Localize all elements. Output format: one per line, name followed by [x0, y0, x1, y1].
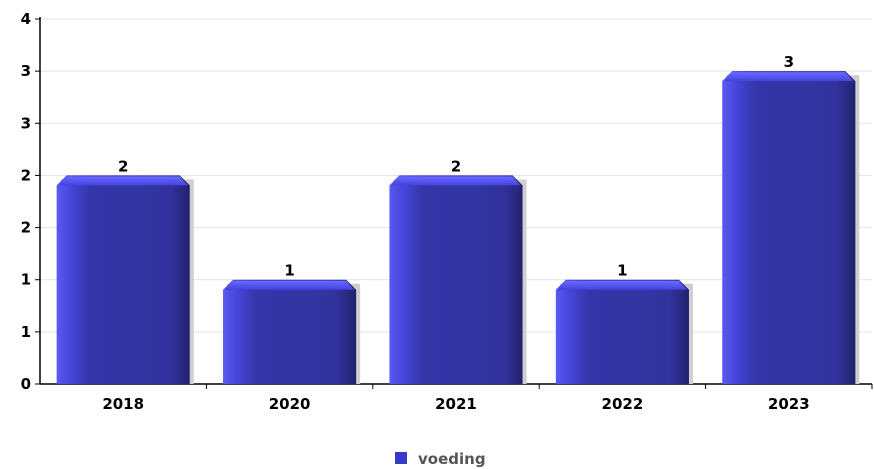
- y-tick-label: 1: [21, 323, 31, 341]
- data-label: 2: [118, 157, 128, 175]
- bar-cap: [724, 72, 854, 82]
- bar: [555, 279, 693, 384]
- x-tick-label: 2020: [269, 395, 311, 413]
- y-tick-label: 3: [21, 62, 31, 80]
- data-label: 1: [284, 262, 294, 280]
- bar-cap: [58, 176, 188, 186]
- bar-cap: [225, 280, 355, 290]
- data-label: 2: [451, 157, 461, 175]
- legend-label: voeding: [418, 450, 486, 468]
- x-tick-label: 2018: [102, 395, 144, 413]
- y-tick-label: 1: [21, 271, 31, 289]
- y-tick-label: 3: [21, 114, 31, 132]
- bar: [389, 175, 527, 384]
- bar: [722, 71, 860, 385]
- bars: [56, 71, 860, 385]
- legend-swatch: [395, 452, 407, 464]
- y-tick-label: 4: [21, 10, 31, 28]
- bar-body: [555, 279, 689, 384]
- y-tick-label: 0: [21, 375, 31, 393]
- bar-body: [56, 175, 190, 384]
- bar-body: [223, 279, 357, 384]
- bar-body: [722, 71, 856, 385]
- data-label: 1: [617, 262, 627, 280]
- bar-cap: [391, 176, 521, 186]
- x-tick-label: 2021: [435, 395, 477, 413]
- x-tick-label: 2023: [768, 395, 810, 413]
- x-tick-label: 2022: [602, 395, 644, 413]
- bar-body: [389, 175, 523, 384]
- legend: voeding: [395, 450, 486, 468]
- bar: [56, 175, 194, 384]
- y-tick-label: 2: [21, 219, 31, 237]
- bar: [223, 279, 361, 384]
- labels: 0 1 1 2 2 3 3 4 2 2018 1 2020 2 2021 1 2022 3 2023: [21, 10, 810, 413]
- bar-cap: [557, 280, 687, 290]
- y-tick-label: 2: [21, 166, 31, 184]
- data-label: 3: [784, 53, 794, 71]
